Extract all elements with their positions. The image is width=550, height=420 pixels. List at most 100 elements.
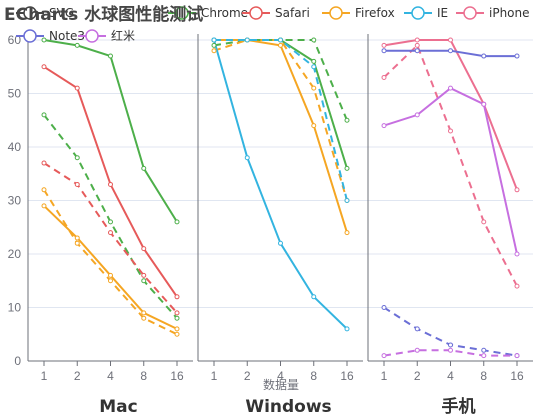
- data-point[interactable]: [174, 294, 180, 300]
- data-point[interactable]: [278, 37, 283, 43]
- data-point[interactable]: [74, 181, 80, 187]
- data-point[interactable]: [514, 353, 520, 359]
- data-point[interactable]: [174, 331, 180, 337]
- data-point[interactable]: [74, 42, 80, 48]
- series-line-Firefox-solid[interactable]: [214, 39, 348, 233]
- legend[interactable]: SVG Chrome Safari Firefox IE iPhone Note3 红米: [16, 6, 530, 43]
- data-point[interactable]: [448, 48, 453, 54]
- data-point[interactable]: [311, 37, 317, 43]
- data-point[interactable]: [108, 53, 113, 59]
- data-point[interactable]: [481, 101, 487, 107]
- data-point[interactable]: [108, 278, 113, 284]
- data-point[interactable]: [381, 42, 387, 48]
- data-point[interactable]: [514, 251, 520, 257]
- series-line-Chrome-dashed[interactable]: [43, 114, 178, 319]
- data-point[interactable]: [278, 42, 283, 48]
- data-point[interactable]: [344, 230, 350, 236]
- data-point[interactable]: [74, 85, 80, 91]
- data-point[interactable]: [414, 48, 420, 54]
- data-point[interactable]: [174, 310, 180, 316]
- data-point[interactable]: [448, 342, 453, 348]
- data-point[interactable]: [448, 128, 453, 134]
- series-line-Safari-solid[interactable]: [43, 65, 178, 298]
- data-point[interactable]: [141, 310, 147, 316]
- legend-item-iPhone[interactable]: iPhone: [456, 6, 530, 20]
- legend-item-Safari[interactable]: Safari: [242, 6, 310, 20]
- data-point[interactable]: [448, 85, 453, 91]
- data-point[interactable]: [481, 347, 487, 353]
- data-point[interactable]: [448, 37, 453, 43]
- data-point[interactable]: [141, 315, 147, 321]
- legend-item-Firefox[interactable]: Firefox: [322, 6, 395, 20]
- data-point[interactable]: [514, 187, 520, 193]
- data-point[interactable]: [74, 235, 80, 241]
- legend-item-IE[interactable]: IE: [404, 6, 448, 20]
- data-point[interactable]: [41, 64, 47, 70]
- data-point[interactable]: [141, 165, 147, 171]
- data-point[interactable]: [381, 305, 387, 310]
- data-point[interactable]: [311, 64, 317, 70]
- data-point[interactable]: [41, 203, 47, 209]
- data-point[interactable]: [414, 347, 420, 353]
- data-point[interactable]: [108, 181, 113, 187]
- data-point[interactable]: [481, 219, 487, 225]
- data-point[interactable]: [174, 315, 180, 321]
- data-point[interactable]: [344, 326, 350, 332]
- data-point[interactable]: [481, 53, 487, 59]
- data-point[interactable]: [211, 48, 217, 54]
- data-point[interactable]: [344, 198, 350, 203]
- series-line-Chrome-solid[interactable]: [43, 39, 178, 223]
- data-point[interactable]: [481, 353, 487, 359]
- x-tick-label: 2: [414, 369, 421, 383]
- data-point[interactable]: [414, 112, 420, 118]
- legend-item-Chrome[interactable]: Chrome: [168, 6, 248, 20]
- data-point[interactable]: [108, 219, 113, 225]
- x-tick-label: 16: [340, 369, 354, 383]
- data-point[interactable]: [311, 294, 317, 300]
- data-point[interactable]: [381, 353, 387, 359]
- data-point[interactable]: [41, 160, 47, 166]
- data-point[interactable]: [41, 37, 47, 43]
- data-point[interactable]: [108, 230, 113, 236]
- y-tick-label: 10: [8, 301, 22, 315]
- data-point[interactable]: [344, 165, 350, 171]
- data-point[interactable]: [381, 123, 387, 129]
- data-point[interactable]: [381, 48, 387, 54]
- data-point[interactable]: [211, 42, 217, 48]
- series-line-Chrome-solid[interactable]: [214, 39, 348, 169]
- data-point[interactable]: [141, 278, 147, 284]
- data-point[interactable]: [41, 187, 47, 193]
- data-point[interactable]: [311, 123, 317, 129]
- data-point[interactable]: [414, 42, 420, 48]
- data-point[interactable]: [414, 326, 420, 332]
- series-line-Firefox-dashed[interactable]: [213, 39, 348, 201]
- legend-item-SVG[interactable]: SVG: [16, 6, 74, 20]
- data-point[interactable]: [108, 272, 113, 278]
- data-point[interactable]: [514, 283, 520, 289]
- series-line-Firefox-dashed[interactable]: [43, 189, 178, 336]
- data-point[interactable]: [311, 58, 317, 64]
- data-point[interactable]: [41, 112, 47, 118]
- data-point[interactable]: [211, 37, 217, 43]
- data-point[interactable]: [514, 53, 520, 59]
- data-point[interactable]: [414, 37, 420, 43]
- data-point[interactable]: [141, 246, 147, 252]
- data-point[interactable]: [381, 74, 387, 80]
- data-point[interactable]: [311, 85, 317, 91]
- series-line-IE-dashed[interactable]: [214, 39, 348, 201]
- legend-item-Note3[interactable]: Note3: [16, 29, 85, 43]
- data-point[interactable]: [278, 240, 283, 246]
- data-point[interactable]: [344, 117, 350, 123]
- data-point[interactable]: [174, 219, 180, 225]
- data-point[interactable]: [74, 240, 80, 246]
- series-line-IE-solid[interactable]: [213, 39, 348, 330]
- data-point[interactable]: [74, 155, 80, 161]
- data-point[interactable]: [174, 326, 180, 332]
- series-line-红米-solid[interactable]: [383, 87, 518, 255]
- legend-label: IE: [437, 6, 448, 20]
- data-point[interactable]: [244, 37, 250, 43]
- data-point[interactable]: [244, 155, 250, 161]
- data-point[interactable]: [141, 272, 147, 278]
- data-point[interactable]: [448, 347, 453, 353]
- legend-item-红米[interactable]: 红米: [78, 28, 135, 43]
